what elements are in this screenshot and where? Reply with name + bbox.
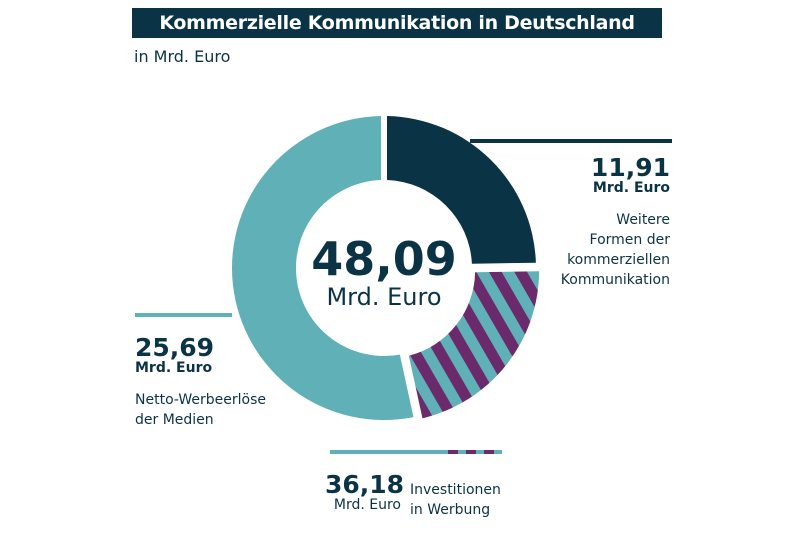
- label-netto: 25,69 Mrd. Euro Netto-Werbeerlöse der Me…: [135, 333, 266, 430]
- donut-slice: [386, 116, 536, 264]
- unit: Mrd. Euro: [333, 497, 401, 513]
- value: 11,91: [590, 153, 670, 182]
- unit: Mrd. Euro: [592, 180, 670, 196]
- chart-subtitle: in Mrd. Euro: [134, 47, 231, 66]
- donut-slice: [232, 116, 414, 420]
- total-unit: Mrd. Euro: [326, 283, 442, 311]
- text: Investitionen: [410, 482, 501, 498]
- unit: Mrd. Euro: [135, 360, 213, 376]
- total-label: 48,09 Mrd. Euro: [284, 235, 484, 311]
- text: der Medien: [135, 412, 214, 428]
- text: Formen der: [589, 232, 670, 248]
- donut-slice: [408, 271, 540, 419]
- label-invest-value: 36,18 Mrd. Euro: [325, 470, 405, 515]
- value: 36,18: [325, 470, 405, 499]
- label-weitere: 11,91 Mrd. Euro Weitere Formen der komme…: [560, 153, 670, 290]
- value: 25,69: [135, 333, 215, 362]
- text: Weitere: [616, 212, 670, 228]
- label-invest-text: Investitionen in Werbung: [410, 480, 501, 520]
- text: in Werbung: [410, 502, 491, 518]
- text: Kommunikation: [560, 272, 670, 288]
- text: Netto-Werbeerlöse: [135, 392, 266, 408]
- text: kommerziellen: [567, 252, 670, 268]
- chart-title: Kommerzielle Kommunikation in Deutschlan…: [132, 8, 662, 64]
- total-value: 48,09: [311, 232, 457, 286]
